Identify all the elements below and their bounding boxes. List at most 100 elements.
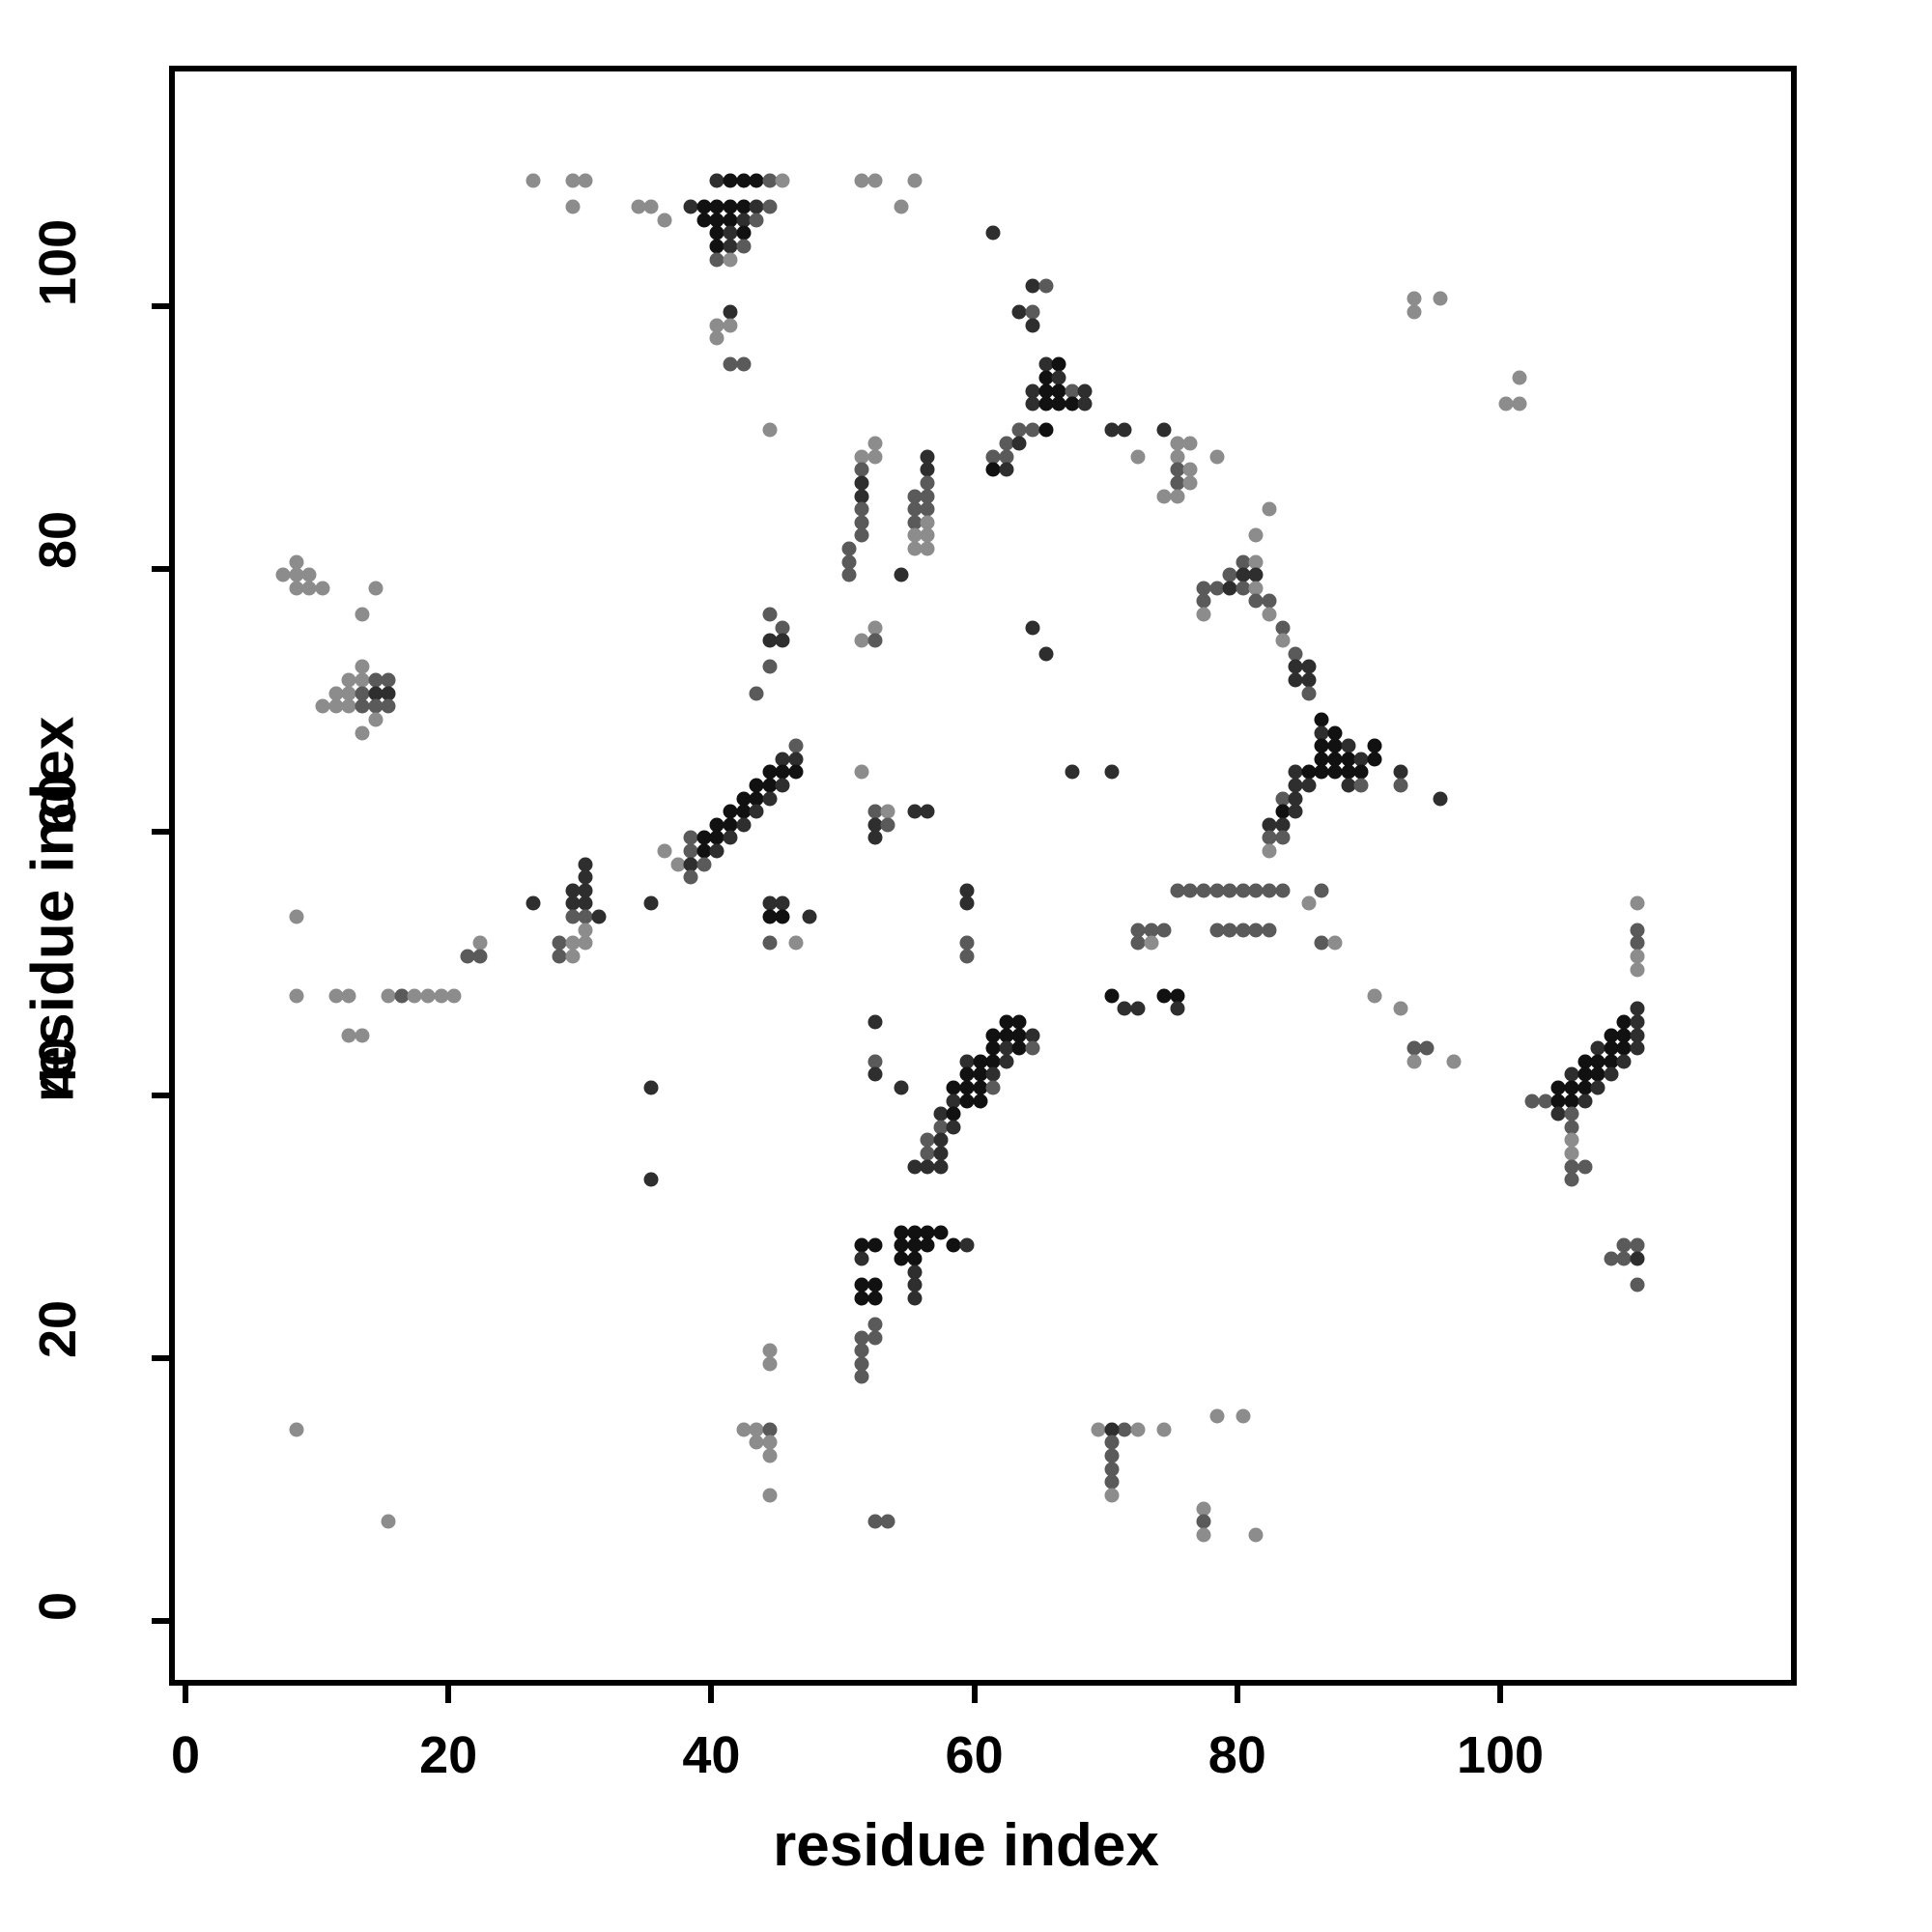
scatter-point <box>762 1448 778 1463</box>
scatter-point <box>1301 672 1317 688</box>
scatter-point <box>1104 764 1120 780</box>
scatter-point <box>749 804 764 819</box>
scatter-point <box>999 449 1014 465</box>
scatter-point <box>1630 895 1645 911</box>
scatter-point <box>341 1028 356 1043</box>
scatter-point <box>1130 449 1146 465</box>
scatter-point <box>880 1514 895 1529</box>
scatter-point <box>959 935 975 951</box>
scatter-point <box>1104 1435 1120 1450</box>
scatter-point <box>736 356 752 372</box>
scatter-point <box>1353 764 1369 780</box>
scatter-point <box>1262 817 1277 833</box>
scatter-point <box>1051 396 1066 412</box>
scatter-point <box>775 752 790 767</box>
scatter-point <box>1630 1001 1645 1016</box>
scatter-point <box>1104 988 1120 1004</box>
scatter-point <box>907 489 923 504</box>
scatter-point <box>1630 962 1645 977</box>
scatter-point <box>552 935 567 951</box>
scatter-point <box>723 830 738 845</box>
scatter-point <box>762 422 778 438</box>
scatter-point <box>1577 1066 1593 1082</box>
scatter-point <box>854 633 869 648</box>
scatter-point <box>1144 923 1159 938</box>
scatter-point <box>1104 1422 1120 1437</box>
scatter-point <box>959 895 975 911</box>
scatter-point <box>434 988 449 1004</box>
scatter-point <box>985 1054 1001 1069</box>
scatter-point <box>1604 1040 1619 1056</box>
scatter-point <box>1196 1514 1211 1529</box>
scatter-point <box>1301 659 1317 674</box>
scatter-point <box>355 672 370 688</box>
scatter-point <box>1341 778 1356 793</box>
scatter-point <box>643 1080 659 1095</box>
scatter-point <box>1248 883 1264 898</box>
scatter-point <box>381 988 396 1004</box>
scatter-point <box>1051 384 1066 399</box>
scatter-point <box>854 1369 869 1384</box>
scatter-point <box>907 1159 923 1175</box>
scatter-point <box>565 883 581 898</box>
scatter-point <box>920 1237 935 1253</box>
scatter-point <box>867 804 883 819</box>
scatter-point <box>749 213 764 228</box>
scatter-point <box>736 804 752 819</box>
scatter-point <box>749 686 764 701</box>
scatter-point <box>1025 396 1040 412</box>
scatter-point <box>802 909 817 924</box>
scatter-point <box>1288 791 1303 807</box>
scatter-point <box>1196 883 1211 898</box>
scatter-point <box>1433 791 1448 807</box>
scatter-point <box>1156 422 1172 438</box>
scatter-point <box>959 1237 975 1253</box>
scatter-point <box>355 1028 370 1043</box>
scatter-point <box>1630 935 1645 951</box>
scatter-point <box>1406 1040 1422 1056</box>
scatter-point <box>1367 752 1382 767</box>
scatter-point <box>1275 817 1291 833</box>
scatter-point <box>854 515 869 530</box>
scatter-point <box>1630 1277 1645 1293</box>
scatter-point <box>933 1120 949 1135</box>
scatter-point <box>1275 883 1291 898</box>
scatter-point <box>894 567 909 582</box>
scatter-point <box>867 1054 883 1069</box>
scatter-point <box>301 567 317 582</box>
scatter-point <box>315 698 330 714</box>
scatter-point <box>1209 883 1225 898</box>
scatter-point <box>933 1106 949 1122</box>
scatter-point <box>407 988 422 1004</box>
scatter-point <box>1262 830 1277 845</box>
scatter-point <box>355 659 370 674</box>
scatter-point <box>920 449 935 465</box>
scatter-point <box>1262 923 1277 938</box>
scatter-point <box>709 199 724 214</box>
scatter-point <box>565 173 581 188</box>
scatter-point <box>578 923 593 938</box>
scatter-point <box>973 1066 988 1082</box>
x-axis-tick <box>971 1686 978 1703</box>
scatter-point <box>1170 462 1185 477</box>
scatter-point <box>749 791 764 807</box>
x-axis-tick <box>1234 1686 1240 1703</box>
scatter-point <box>1590 1080 1605 1095</box>
scatter-point <box>1025 1040 1040 1056</box>
scatter-point <box>1301 686 1317 701</box>
scatter-point <box>973 1080 988 1095</box>
scatter-point <box>1327 725 1343 741</box>
scatter-point <box>867 633 883 648</box>
scatter-point <box>1564 1159 1579 1175</box>
scatter-point <box>867 1237 883 1253</box>
scatter-point <box>1130 1001 1146 1016</box>
scatter-point <box>1262 593 1277 609</box>
scatter-point <box>1156 923 1172 938</box>
scatter-point <box>1104 1448 1120 1463</box>
scatter-point <box>565 895 581 911</box>
y-axis-tick <box>152 1618 169 1624</box>
scatter-point <box>736 239 752 254</box>
scatter-point <box>894 1080 909 1095</box>
scatter-point <box>723 199 738 214</box>
scatter-point <box>1065 396 1080 412</box>
